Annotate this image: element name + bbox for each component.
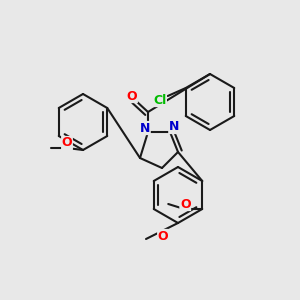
Text: Cl: Cl <box>153 94 166 106</box>
Text: O: O <box>127 89 137 103</box>
Text: N: N <box>169 121 179 134</box>
Text: O: O <box>158 230 168 242</box>
Text: N: N <box>140 122 150 134</box>
Text: O: O <box>62 136 72 149</box>
Text: O: O <box>180 197 190 211</box>
